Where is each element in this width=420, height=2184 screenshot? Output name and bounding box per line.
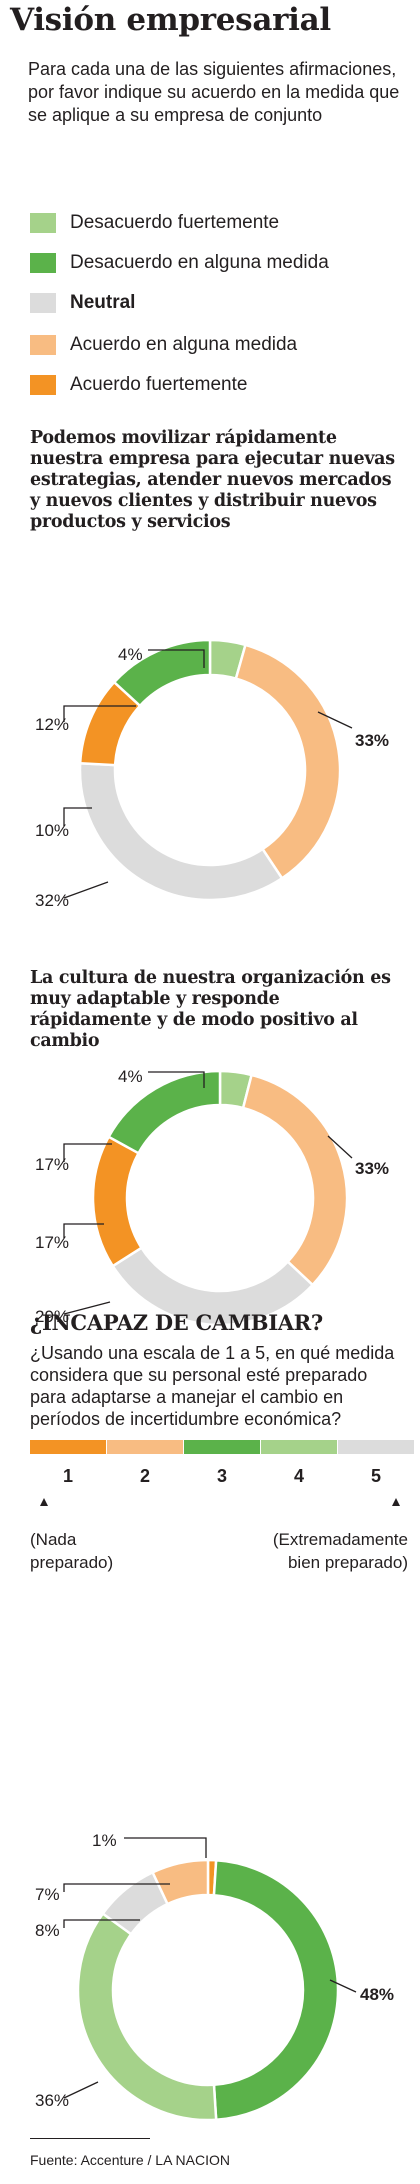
data-label: 7% <box>35 1885 60 1904</box>
data-label: 17% <box>35 1233 69 1252</box>
data-label: 4% <box>118 1067 143 1086</box>
legend-swatch <box>30 213 56 233</box>
scale-high-note: (Extremadamente bien preparado) <box>226 1528 408 1574</box>
scale-segment <box>30 1440 106 1454</box>
leader-line <box>124 1837 207 1858</box>
data-label: 48% <box>360 1985 394 2004</box>
scale-number: 5 <box>371 1466 381 1486</box>
chart-1-question: Podemos movilizar rápidamente nuestra em… <box>30 428 395 532</box>
leader-line <box>63 1919 140 1928</box>
data-label: 29% <box>35 1307 69 1326</box>
scale-number: 2 <box>140 1466 150 1486</box>
legend-item: Neutral <box>30 288 135 318</box>
leader-line <box>63 807 92 826</box>
legend-label: Acuerdo fuertemente <box>70 374 248 395</box>
scale-bar: 1 2 3 4 5 <box>30 1440 414 1506</box>
legend-label: Acuerdo en alguna medida <box>70 334 298 355</box>
data-label: 1% <box>92 1831 117 1850</box>
scale-high-note-line: (Extremadamente <box>272 1530 408 1549</box>
chart-2-question: La cultura de nuestra organización es mu… <box>30 968 391 1051</box>
scale-low-note-line: preparado) <box>30 1553 114 1572</box>
arrow-up-icon <box>392 1498 400 1506</box>
data-label: 33% <box>355 731 389 750</box>
scale-low-note: (Nada preparado) <box>30 1528 113 1574</box>
leader-line <box>317 711 353 729</box>
legend-item: Acuerdo en alguna medida <box>30 330 297 360</box>
leader-line <box>63 881 109 899</box>
section-question: ¿Usando una escala de 1 a 5, en qué medi… <box>30 1343 395 1429</box>
donut-slice <box>150 1858 210 1906</box>
data-label: 12% <box>35 715 69 734</box>
scale-low-note-line: (Nada <box>30 1530 77 1549</box>
donut-slice <box>76 1911 218 2122</box>
data-label: 36% <box>35 2091 69 2110</box>
leader-line <box>148 649 205 668</box>
donut-chart-2: 4% 33% 29% 17% 17% <box>35 1067 389 1327</box>
leader-line <box>63 1143 112 1162</box>
data-label: 8% <box>35 1921 60 1940</box>
leader-line <box>148 1071 205 1088</box>
legend-item: Acuerdo fuertemente <box>30 370 247 400</box>
data-label: 33% <box>355 1159 389 1178</box>
data-label: 10% <box>35 821 69 840</box>
leader-line <box>63 705 136 722</box>
scale-number: 1 <box>63 1466 73 1486</box>
leader-line <box>327 1135 353 1159</box>
scale-segment <box>338 1440 414 1454</box>
donut-slice <box>241 1073 349 1287</box>
donut-chart-3: 1% 48% 36% 8% 7% <box>35 1831 394 2122</box>
leader-line <box>63 1883 170 1892</box>
legend-swatch <box>30 293 56 313</box>
scale-number: 3 <box>217 1466 227 1486</box>
data-label: 17% <box>35 1155 69 1174</box>
page-subtitle: Para cada una de las siguientes afirmaci… <box>28 59 400 125</box>
donut-slice <box>212 1858 340 2122</box>
legend-item: Desacuerdo fuertemente <box>30 208 279 238</box>
scale-segment <box>107 1440 183 1454</box>
donut-slice <box>234 643 342 880</box>
leader-line <box>329 1979 357 1993</box>
arrow-up-icon <box>40 1498 48 1506</box>
legend-label: Neutral <box>70 292 136 313</box>
scale-high-note-line: bien preparado) <box>287 1553 408 1572</box>
donut-slice <box>78 761 284 902</box>
scale-segment <box>184 1440 260 1454</box>
donut-slice <box>91 1135 144 1268</box>
legend-label: Desacuerdo fuertemente <box>70 212 280 233</box>
source-divider <box>30 2138 150 2139</box>
legend-item: Desacuerdo en alguna medida <box>30 248 329 278</box>
donut-slice <box>107 1069 222 1155</box>
source-note: Fuente: Accenture / LA NACION <box>30 2152 230 2168</box>
scale-segment <box>261 1440 337 1454</box>
page-title: Visión empresarial <box>10 2 331 38</box>
leader-line <box>63 1223 104 1238</box>
donut-slice <box>112 638 212 708</box>
leader-line <box>63 1301 111 1315</box>
data-label: 32% <box>35 891 69 910</box>
legend-label: Desacuerdo en alguna medida <box>70 252 329 273</box>
legend-swatch <box>30 335 56 355</box>
legend-swatch <box>30 253 56 273</box>
donut-chart-1: 4% 33% 32% 10% 12% <box>35 638 389 910</box>
legend-swatch <box>30 375 56 395</box>
leader-line <box>63 2081 99 2099</box>
data-label: 4% <box>118 645 143 664</box>
scale-number: 4 <box>294 1466 304 1486</box>
section-title: ¿INCAPAZ DE CAMBIAR? <box>30 1310 323 1335</box>
